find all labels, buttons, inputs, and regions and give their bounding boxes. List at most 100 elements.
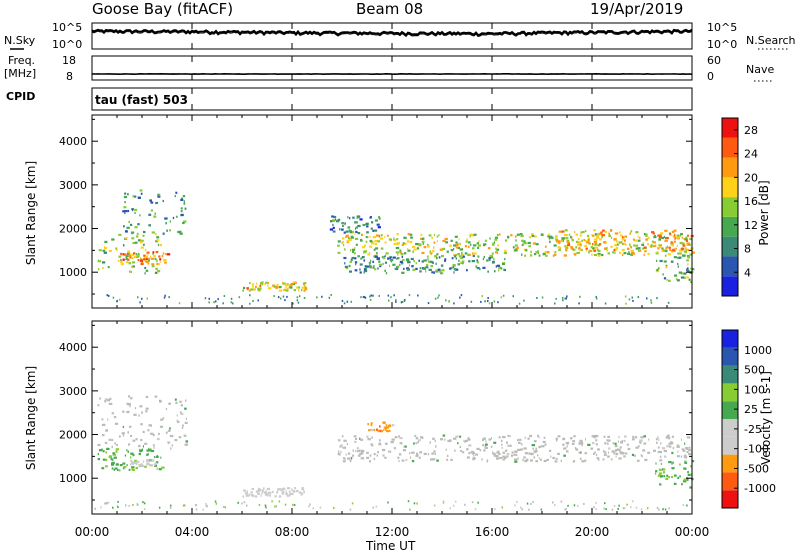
- velocity-cell: [246, 490, 248, 493]
- power-cell: [664, 254, 667, 257]
- power-cell: [555, 240, 558, 243]
- power-cell: [164, 217, 168, 220]
- velocity-cell: [552, 501, 554, 504]
- power-cell: [660, 244, 662, 247]
- velocity-cell: [670, 441, 673, 444]
- power-cell: [143, 230, 146, 234]
- velocity-cell: [581, 460, 585, 463]
- power-cell: [595, 297, 598, 300]
- velocity-cell: [459, 435, 462, 438]
- power-cell: [676, 235, 679, 238]
- power-cell: [102, 261, 106, 264]
- velocity-cell: [663, 468, 666, 471]
- velocity-cell: [382, 454, 385, 457]
- power-cell: [678, 271, 682, 274]
- power-cell: [484, 300, 486, 303]
- power-cell: [148, 213, 152, 216]
- velocity-cell: [158, 468, 162, 471]
- power-cell: [296, 299, 299, 302]
- velocity-cell: [104, 398, 108, 401]
- power-cell: [365, 240, 368, 243]
- velocity-cell: [113, 468, 115, 471]
- power-cell: [373, 255, 377, 258]
- power-cell: [626, 247, 630, 250]
- velocity-cell: [624, 439, 626, 442]
- power-cell: [682, 254, 686, 257]
- velocity-cell: [555, 439, 558, 442]
- velocity-cell: [342, 446, 347, 449]
- power-cell: [123, 206, 127, 209]
- velocity-cell: [105, 429, 108, 432]
- power-cell: [111, 238, 115, 241]
- power-cell: [468, 260, 471, 263]
- velocity-cell: [150, 459, 152, 462]
- velocity-cell: [130, 397, 133, 400]
- velocity-cell: [668, 445, 672, 448]
- power-cell: [393, 242, 398, 245]
- velocity-cell: [543, 459, 547, 463]
- power-cell: [343, 256, 347, 260]
- velocity-cell: [343, 457, 345, 460]
- velocity-cell: [251, 487, 254, 491]
- power-cell: [413, 260, 416, 263]
- velocity-cell: [573, 504, 576, 507]
- velocity-cell: [143, 502, 146, 505]
- velocity-cell: [555, 437, 558, 440]
- power-cell: [495, 265, 497, 268]
- velocity-cell: [140, 463, 144, 466]
- power-cell: [133, 195, 137, 198]
- power-cell: [276, 283, 279, 286]
- velocity-cell: [477, 501, 479, 504]
- velocity-cell: [276, 491, 279, 494]
- power-cell: [433, 233, 435, 237]
- velocity-cell: [243, 501, 246, 504]
- power-cell: [349, 230, 352, 233]
- power-cell: [429, 250, 432, 253]
- power-cell: [564, 245, 566, 248]
- power-cell: [672, 244, 674, 247]
- power-cell: [389, 258, 394, 262]
- power-cell: [385, 272, 388, 275]
- velocity-cell: [540, 508, 543, 511]
- velocity-cell: [152, 444, 155, 447]
- power-cell: [567, 243, 570, 246]
- power-cell: [147, 262, 150, 265]
- velocity-cell: [517, 457, 519, 460]
- power-cell: [155, 267, 158, 270]
- velocity-cell: [502, 451, 506, 454]
- power-cell: [690, 267, 692, 270]
- velocity-cell: [608, 447, 611, 450]
- velocity-cell: [463, 439, 465, 442]
- velocity-cell: [419, 451, 422, 454]
- power-cell: [128, 252, 130, 255]
- power-cell: [644, 233, 648, 236]
- power-cell: [630, 249, 634, 252]
- velocity-cell: [579, 439, 583, 442]
- power-cell: [303, 286, 307, 289]
- velocity-cell: [159, 425, 163, 428]
- velocity-cell: [442, 500, 445, 503]
- power-cell: [454, 235, 458, 238]
- velocity-cell: [405, 458, 408, 462]
- velocity-cell: [354, 440, 357, 443]
- power-cell: [147, 258, 149, 261]
- freq-tick-top: 18: [62, 54, 76, 67]
- power-cell: [397, 257, 400, 260]
- power-cell: [436, 235, 439, 238]
- velocity-cell: [498, 436, 501, 439]
- power-cell: [565, 248, 568, 251]
- power-cell: [122, 244, 125, 247]
- power-cell: [643, 246, 647, 249]
- velocity-cell: [689, 486, 692, 489]
- power-cell: [541, 296, 544, 299]
- power-cell: [445, 241, 448, 244]
- power-cell: [406, 248, 409, 251]
- velocity-cell: [555, 457, 558, 460]
- power-cell: [608, 234, 611, 237]
- y-tick-label: 3000: [59, 385, 87, 398]
- velocity-cell: [158, 506, 161, 509]
- power-cell: [433, 241, 436, 244]
- power-cell: [674, 248, 677, 251]
- power-cell: [303, 289, 306, 292]
- power-cell: [337, 244, 340, 247]
